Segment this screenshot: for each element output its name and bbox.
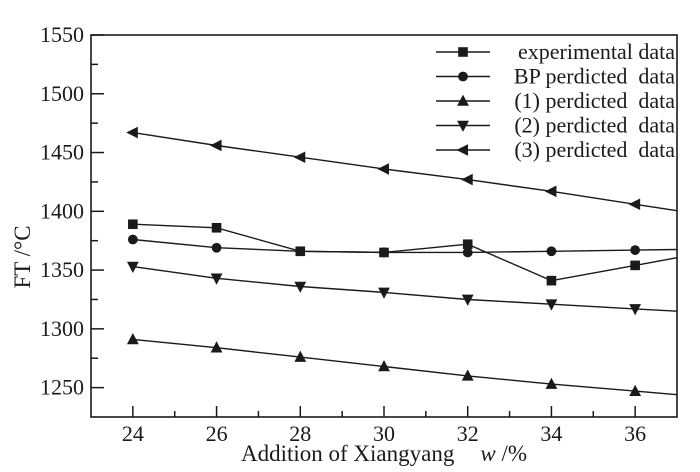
y-tick-label: 1550 xyxy=(40,22,84,47)
y-axis-label: FT /°C xyxy=(10,225,35,288)
data-point-marker xyxy=(210,273,223,285)
legend-label: (1) perdicted data xyxy=(514,88,675,113)
y-tick-label: 1350 xyxy=(40,257,84,282)
series-line xyxy=(132,223,678,282)
y-tick-label: 1300 xyxy=(40,316,84,341)
legend-label: BP perdicted data xyxy=(514,64,675,89)
data-point-marker xyxy=(630,260,640,271)
data-point-marker xyxy=(211,222,222,233)
data-point-marker xyxy=(378,287,390,299)
data-point-marker xyxy=(544,185,557,198)
data-point-marker xyxy=(462,239,473,250)
y-tick-label: 1250 xyxy=(40,375,84,400)
data-point-marker xyxy=(293,151,306,164)
legend-marker xyxy=(457,94,469,106)
data-point-marker xyxy=(211,242,222,253)
data-point-marker xyxy=(126,126,138,139)
legend-item: experimental data xyxy=(436,39,675,64)
y-tick-label: 1400 xyxy=(40,198,84,223)
x-axis-ticks xyxy=(132,406,636,417)
legend-marker xyxy=(456,144,468,156)
data-point-marker xyxy=(295,246,306,257)
y-tick-label: 1500 xyxy=(40,81,84,106)
x-tick-label: 28 xyxy=(289,421,311,446)
x-tick-label: 36 xyxy=(624,421,646,446)
data-point-marker xyxy=(209,139,222,152)
legend-item: (3) perdicted data xyxy=(436,137,675,162)
series-line xyxy=(132,338,678,396)
y-tick-labels: 1250 1300 1350 1400 1450 1500 1550 xyxy=(40,22,84,400)
x-tick-label: 30 xyxy=(373,421,395,446)
x-tick-label: 34 xyxy=(540,421,562,446)
legend-marker xyxy=(458,47,468,57)
series-line xyxy=(132,131,678,212)
data-point-marker xyxy=(546,275,557,286)
data-point-marker xyxy=(462,247,473,258)
legend-marker xyxy=(458,71,468,82)
x-tick-labels: 24 26 28 30 32 34 36 xyxy=(122,421,646,446)
y-axis-ticks xyxy=(91,34,104,389)
data-point-marker xyxy=(294,281,307,293)
data-point-marker xyxy=(379,247,389,258)
data-point-marker xyxy=(546,246,557,257)
x-tick-label: 24 xyxy=(122,421,144,446)
data-point-marker xyxy=(377,163,389,175)
data-point-marker xyxy=(378,360,390,372)
legend-item: BP perdicted data xyxy=(436,64,675,89)
data-point-marker xyxy=(461,294,474,306)
series-triangle-down xyxy=(126,261,678,316)
data-point-marker xyxy=(210,341,223,353)
data-point-marker xyxy=(630,245,641,255)
series-triangle-up xyxy=(126,333,678,396)
data-point-marker xyxy=(461,369,474,381)
legend-label: experimental data xyxy=(518,39,675,64)
data-point-marker xyxy=(128,219,138,230)
series-triangle-left xyxy=(126,126,678,212)
x-tick-label: 26 xyxy=(206,421,228,446)
data-point-marker xyxy=(628,198,641,211)
series-circle xyxy=(127,234,678,258)
x-tick-label: 32 xyxy=(457,421,479,446)
data-point-marker xyxy=(461,173,473,186)
x-axis-label: Addition of Xiangyang w /% xyxy=(241,441,527,466)
data-point-marker xyxy=(126,261,139,273)
series-line xyxy=(132,238,678,254)
data-point-marker xyxy=(126,333,139,345)
y-tick-label: 1450 xyxy=(40,140,84,165)
legend-marker xyxy=(457,120,469,132)
data-point-marker xyxy=(127,234,138,245)
legend-label: (2) perdicted data xyxy=(514,113,675,138)
legend-label: (3) perdicted data xyxy=(514,137,675,162)
data-point-marker xyxy=(545,299,558,311)
legend-item: (2) perdicted data xyxy=(436,113,675,138)
data-point-marker xyxy=(629,304,642,316)
data-point-marker xyxy=(545,377,558,389)
data-point-marker xyxy=(629,384,642,396)
data-point-marker xyxy=(294,350,307,362)
legend-item: (1) perdicted data xyxy=(436,88,675,113)
series-line xyxy=(132,265,678,312)
